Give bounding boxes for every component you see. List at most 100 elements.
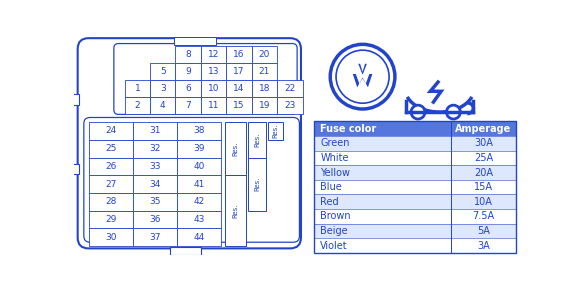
Text: 6: 6: [185, 84, 191, 93]
Bar: [89, 175, 133, 193]
Text: 19: 19: [259, 101, 270, 110]
Bar: [314, 194, 516, 209]
Text: 35: 35: [149, 197, 161, 206]
Text: 15: 15: [233, 101, 245, 110]
Text: 14: 14: [233, 84, 245, 93]
Bar: [201, 63, 226, 80]
FancyBboxPatch shape: [78, 38, 301, 248]
Bar: [226, 80, 252, 97]
Text: Res.: Res.: [233, 203, 239, 218]
Text: 25: 25: [105, 144, 117, 153]
Bar: [268, 122, 283, 140]
Bar: [201, 97, 226, 114]
Bar: [277, 97, 302, 114]
Text: 11: 11: [208, 101, 219, 110]
Polygon shape: [358, 64, 367, 75]
Bar: [177, 140, 221, 158]
Text: 15A: 15A: [474, 182, 493, 192]
Bar: [314, 121, 516, 136]
Text: White: White: [320, 153, 349, 163]
Text: 31: 31: [149, 126, 161, 136]
Bar: [133, 193, 177, 211]
Bar: [133, 158, 177, 175]
Text: 20A: 20A: [474, 168, 493, 178]
Bar: [175, 97, 201, 114]
Bar: [72, 164, 79, 174]
Text: 34: 34: [149, 180, 161, 188]
Bar: [201, 46, 226, 63]
Bar: [133, 175, 177, 193]
Text: 28: 28: [105, 197, 117, 206]
Text: Res.: Res.: [233, 141, 239, 156]
Bar: [124, 80, 150, 97]
Bar: [201, 80, 226, 97]
Text: 18: 18: [259, 84, 270, 93]
Bar: [150, 80, 175, 97]
Bar: [277, 80, 302, 97]
Bar: [314, 209, 516, 224]
Text: 36: 36: [149, 215, 161, 224]
Text: Yellow: Yellow: [320, 168, 350, 178]
Bar: [133, 122, 177, 140]
Bar: [314, 165, 516, 180]
Bar: [133, 228, 177, 246]
Bar: [226, 63, 252, 80]
Text: 4: 4: [160, 101, 166, 110]
Bar: [89, 140, 133, 158]
Text: Green: Green: [320, 138, 350, 148]
Bar: [89, 211, 133, 228]
Text: 24: 24: [105, 126, 117, 136]
Text: 39: 39: [193, 144, 205, 153]
Text: Beige: Beige: [320, 226, 348, 236]
Bar: [150, 97, 175, 114]
Text: 9: 9: [185, 67, 191, 76]
Bar: [252, 46, 277, 63]
Text: 5: 5: [160, 67, 166, 76]
Bar: [252, 80, 277, 97]
Bar: [177, 228, 221, 246]
Text: 17: 17: [233, 67, 245, 76]
Bar: [150, 63, 175, 80]
Text: 41: 41: [193, 180, 204, 188]
Bar: [314, 151, 516, 165]
Bar: [175, 80, 201, 97]
Bar: [314, 180, 516, 194]
Text: 30: 30: [105, 233, 117, 242]
Text: 26: 26: [105, 162, 117, 171]
Bar: [174, 37, 217, 45]
Text: 37: 37: [149, 233, 161, 242]
Text: 23: 23: [284, 101, 295, 110]
Bar: [89, 193, 133, 211]
Text: 8: 8: [185, 50, 191, 59]
Text: 32: 32: [149, 144, 161, 153]
Bar: [177, 122, 221, 140]
Bar: [252, 97, 277, 114]
Bar: [177, 211, 221, 228]
Text: 16: 16: [233, 50, 245, 59]
Polygon shape: [353, 74, 372, 87]
Bar: [89, 228, 133, 246]
Text: Amperage: Amperage: [455, 124, 512, 134]
Bar: [248, 158, 266, 211]
Text: 27: 27: [105, 180, 117, 188]
Circle shape: [411, 105, 425, 119]
FancyBboxPatch shape: [114, 43, 297, 114]
Text: 20: 20: [259, 50, 270, 59]
Text: 40: 40: [193, 162, 204, 171]
Bar: [226, 97, 252, 114]
Text: 22: 22: [284, 84, 295, 93]
Text: 12: 12: [208, 50, 219, 59]
Text: 7: 7: [185, 101, 191, 110]
Text: 10A: 10A: [474, 197, 493, 207]
Text: 44: 44: [193, 233, 204, 242]
Bar: [314, 224, 516, 238]
Bar: [177, 193, 221, 211]
Bar: [89, 122, 133, 140]
Bar: [72, 94, 79, 105]
Text: 25A: 25A: [474, 153, 493, 163]
Bar: [314, 121, 516, 253]
Text: 5A: 5A: [477, 226, 490, 236]
Text: 3: 3: [160, 84, 166, 93]
Bar: [177, 175, 221, 193]
Bar: [248, 122, 266, 158]
